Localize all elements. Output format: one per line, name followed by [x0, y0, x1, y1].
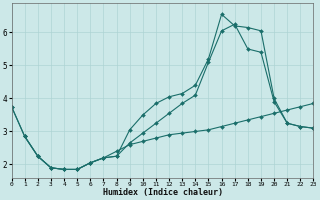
X-axis label: Humidex (Indice chaleur): Humidex (Indice chaleur): [102, 188, 222, 197]
